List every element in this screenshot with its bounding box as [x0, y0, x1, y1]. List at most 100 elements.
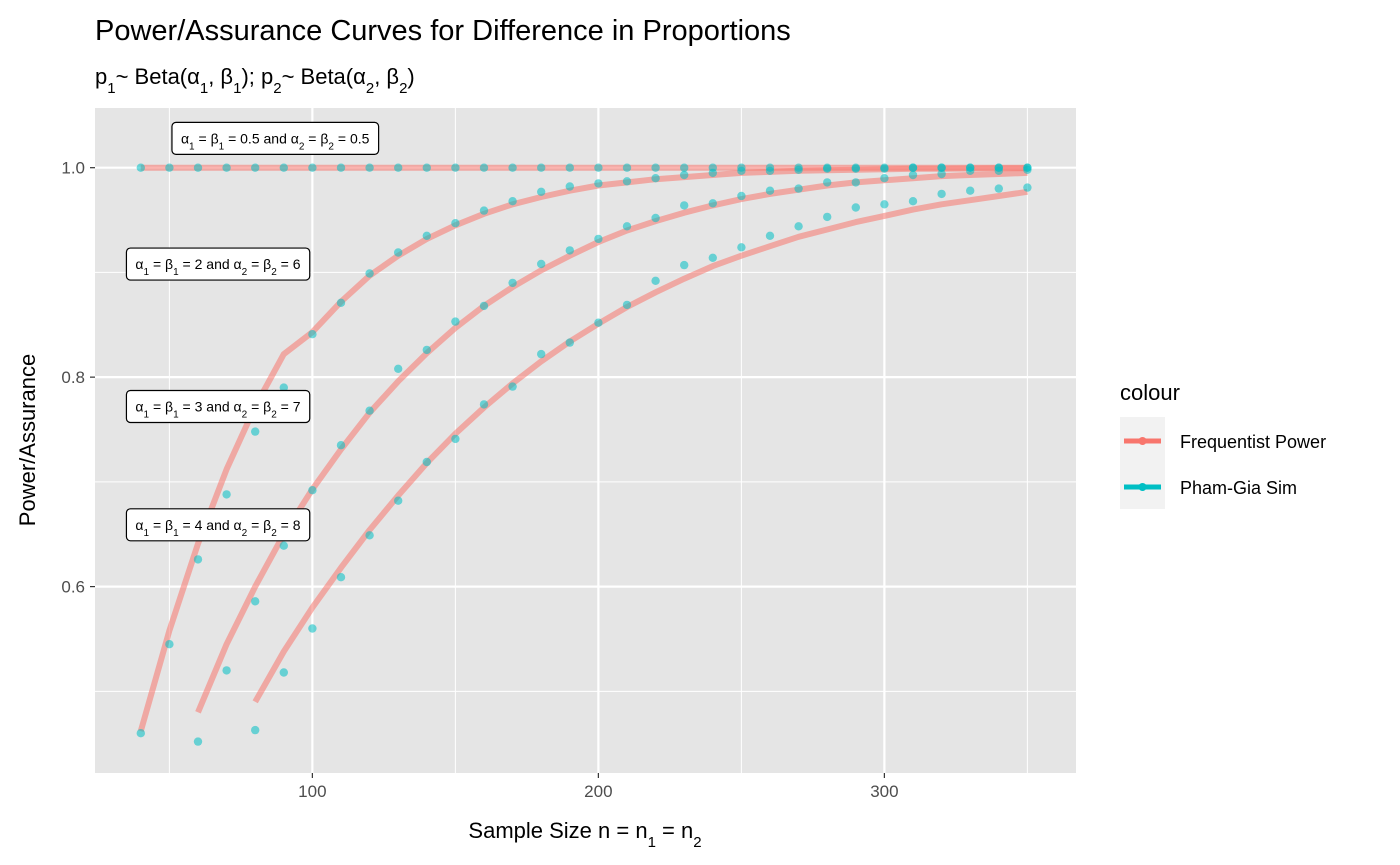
pham-gia-sim-point: [279, 163, 288, 172]
pham-gia-sim-point: [308, 330, 317, 339]
annotation-box: [171, 121, 380, 155]
pham-gia-sim-point: [251, 597, 260, 606]
pham-gia-sim-point: [394, 496, 403, 505]
pham-gia-sim-point: [765, 166, 775, 175]
pham-gia-sim-point: [594, 179, 603, 188]
pham-gia-sim-point: [451, 434, 460, 444]
pham-gia-sim-point: [680, 170, 689, 180]
pham-gia-sim-point: [365, 163, 374, 172]
pham-gia-sim-point: [651, 276, 660, 285]
pham-gia-sim-point: [622, 177, 632, 186]
frequentist-power-line: [195, 169, 1028, 714]
pham-gia-sim-point: [251, 725, 260, 735]
pham-gia-sim-point: [994, 166, 1003, 175]
legend-point-key: [1138, 483, 1147, 491]
curve-annotation: α1 = β1 = 0.5 and α2 = β2 = 0.5: [171, 121, 380, 155]
pham-gia-sim-point: [308, 624, 317, 633]
pham-gia-sim-point: [279, 541, 288, 550]
pham-gia-sim-point: [336, 573, 346, 582]
pham-gia-sim-point: [708, 253, 717, 262]
pham-gia-sim-point: [737, 191, 746, 201]
pham-gia-sim-point: [880, 164, 889, 173]
pham-gia-sim-point: [651, 174, 660, 183]
pham-gia-sim-point: [165, 640, 174, 649]
pham-gia-sim-point: [565, 163, 574, 172]
pham-gia-sim-point: [365, 269, 374, 278]
pham-gia-sim-point: [136, 729, 145, 738]
pham-gia-sim-point: [537, 349, 546, 359]
pham-gia-sim-point: [880, 174, 889, 183]
pham-gia-sim-point: [851, 164, 860, 173]
pham-gia-sim-point: [365, 531, 374, 540]
pham-gia-sim-point: [451, 219, 460, 228]
pham-gia-sim-point: [651, 213, 660, 223]
pham-gia-sim-point: [737, 243, 746, 252]
pham-gia-sim-point: [508, 197, 517, 206]
pham-gia-sim-point: [851, 178, 860, 187]
pham-gia-sim-points: [136, 163, 1032, 746]
y-tick-label: 0.8: [61, 368, 85, 387]
frequentist-power-line: [137, 165, 1028, 732]
axes: 100 200 300 0.6 0.8 1.0: [61, 159, 898, 801]
x-tick-label: 100: [298, 782, 326, 801]
pham-gia-sim-point: [594, 234, 603, 244]
pham-gia-sim-point: [193, 737, 203, 746]
pham-gia-sim-point: [479, 206, 489, 215]
pham-gia-sim-point: [1023, 183, 1032, 192]
pham-gia-sim-point: [479, 163, 489, 172]
pham-gia-sim-point: [823, 164, 832, 173]
pham-gia-sim-point: [937, 163, 946, 172]
pham-gia-sim-point: [422, 163, 431, 172]
pham-gia-sim-point: [394, 248, 403, 257]
pham-gia-sim-point: [708, 168, 717, 178]
curve-annotation: α1 = β1 = 3 and α2 = β2 = 7: [125, 389, 311, 424]
pham-gia-sim-point: [451, 317, 460, 326]
pham-gia-sim-point: [765, 186, 775, 195]
pham-gia-sim-point: [193, 163, 203, 172]
pham-gia-sim-point: [737, 166, 746, 175]
pham-gia-sim-point: [479, 301, 489, 311]
frequentist-power-line: [252, 188, 1028, 704]
legend-point-key: [1138, 437, 1147, 445]
pham-gia-sim-point: [422, 231, 431, 240]
legend-entry: Frequentist Power: [1124, 432, 1326, 452]
pham-gia-sim-point: [508, 163, 517, 172]
pham-gia-sim-point: [880, 200, 889, 209]
annotation-label: α1 = β1 = 3 and α2 = β2 = 7: [135, 398, 300, 420]
pham-gia-sim-point: [537, 187, 546, 196]
pham-gia-sim-point: [422, 345, 431, 355]
pham-gia-sim-point: [937, 189, 946, 199]
pham-gia-sim-point: [251, 163, 260, 172]
pham-gia-sim-point: [279, 383, 288, 392]
pham-gia-sim-point: [565, 182, 574, 191]
y-tick-label: 0.6: [61, 578, 85, 597]
legend-label: Frequentist Power: [1180, 432, 1326, 452]
pham-gia-sim-point: [823, 212, 832, 222]
pham-gia-sim-point: [794, 184, 803, 193]
annotation-box: [125, 508, 311, 542]
pham-gia-sim-point: [251, 427, 260, 436]
pham-gia-sim-point: [794, 222, 803, 231]
pham-gia-sim-point: [622, 163, 632, 172]
frequentist-power-lines: [137, 164, 1028, 732]
pham-gia-sim-point: [565, 246, 574, 255]
pham-gia-sim-point: [537, 259, 546, 269]
pham-gia-sim-point: [308, 486, 317, 495]
pham-gia-sim-point: [165, 163, 174, 172]
pham-gia-sim-point: [222, 666, 231, 675]
pham-gia-sim-point: [851, 203, 860, 212]
pham-gia-sim-point: [193, 555, 203, 564]
legend-key-background: [1120, 417, 1165, 509]
pham-gia-sim-point: [908, 163, 918, 172]
pham-gia-sim-point: [537, 163, 546, 172]
annotation-box: [125, 389, 311, 424]
pham-gia-sim-point: [1023, 165, 1032, 174]
pham-gia-sim-point: [365, 406, 374, 415]
pham-gia-sim-point: [908, 170, 918, 180]
pham-gia-sim-point: [222, 490, 231, 499]
chart-subtitle: p1~ Beta(α1, β1); p2~ Beta(α2, β2): [95, 64, 415, 97]
curve-annotations: α1 = β1 = 0.5 and α2 = β2 = 0.5 α1 = β1 =…: [125, 121, 380, 542]
pham-gia-sim-point: [222, 163, 231, 172]
x-tick-label: 300: [870, 782, 898, 801]
annotation-label: α1 = β1 = 2 and α2 = β2 = 6: [135, 256, 300, 278]
